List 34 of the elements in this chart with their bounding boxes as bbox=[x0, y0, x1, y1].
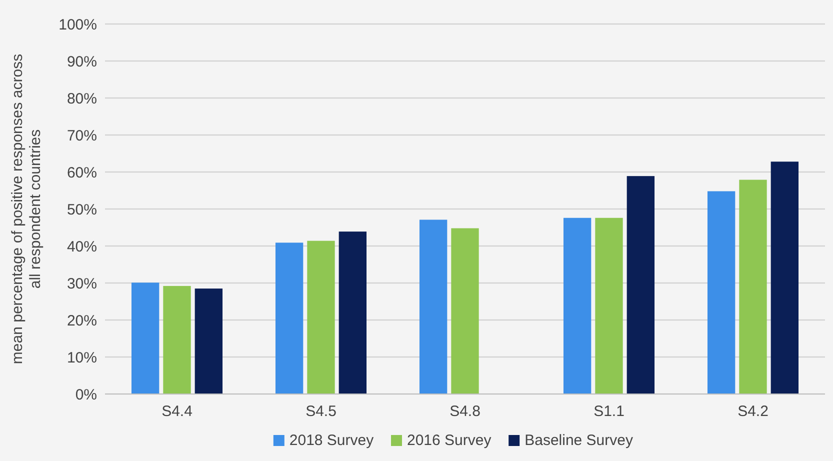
bar bbox=[626, 176, 655, 394]
y-tick-label: 10% bbox=[66, 349, 97, 366]
bar bbox=[707, 191, 736, 394]
legend-label: Baseline Survey bbox=[524, 432, 634, 449]
y-tick-label: 30% bbox=[66, 275, 97, 292]
bar bbox=[275, 242, 304, 394]
bar bbox=[338, 232, 367, 394]
bar bbox=[194, 288, 223, 394]
y-tick-label: 90% bbox=[66, 53, 97, 70]
y-tick-label: 20% bbox=[66, 312, 97, 330]
bar bbox=[770, 162, 799, 394]
x-tick-label: S1.1 bbox=[594, 403, 624, 420]
legend-label: 2018 Survey bbox=[289, 432, 374, 449]
y-tick-label: 0% bbox=[75, 386, 97, 404]
bar bbox=[131, 282, 160, 394]
bar bbox=[595, 218, 623, 394]
x-tick-label: S4.2 bbox=[738, 403, 768, 420]
y-axis-title: mean percentage of positive responses across all respondent countries bbox=[9, 54, 44, 364]
legend-label: 2016 Survey bbox=[407, 432, 492, 449]
x-tick-label: S4.8 bbox=[450, 403, 480, 420]
bar bbox=[563, 218, 592, 394]
y-tick-label: 70% bbox=[66, 127, 97, 144]
bar bbox=[451, 228, 479, 394]
x-tick-label: S4.4 bbox=[162, 403, 192, 420]
bar bbox=[739, 180, 767, 394]
y-tick-label: 100% bbox=[58, 16, 97, 34]
y-tick-label: 40% bbox=[66, 238, 97, 256]
bar bbox=[419, 220, 448, 394]
bar bbox=[307, 240, 335, 394]
y-tick-label: 80% bbox=[66, 90, 97, 108]
x-tick-label: S4.5 bbox=[306, 403, 336, 420]
y-tick-label: 50% bbox=[66, 201, 97, 218]
bar bbox=[163, 286, 191, 394]
y-tick-label: 60% bbox=[66, 164, 97, 182]
